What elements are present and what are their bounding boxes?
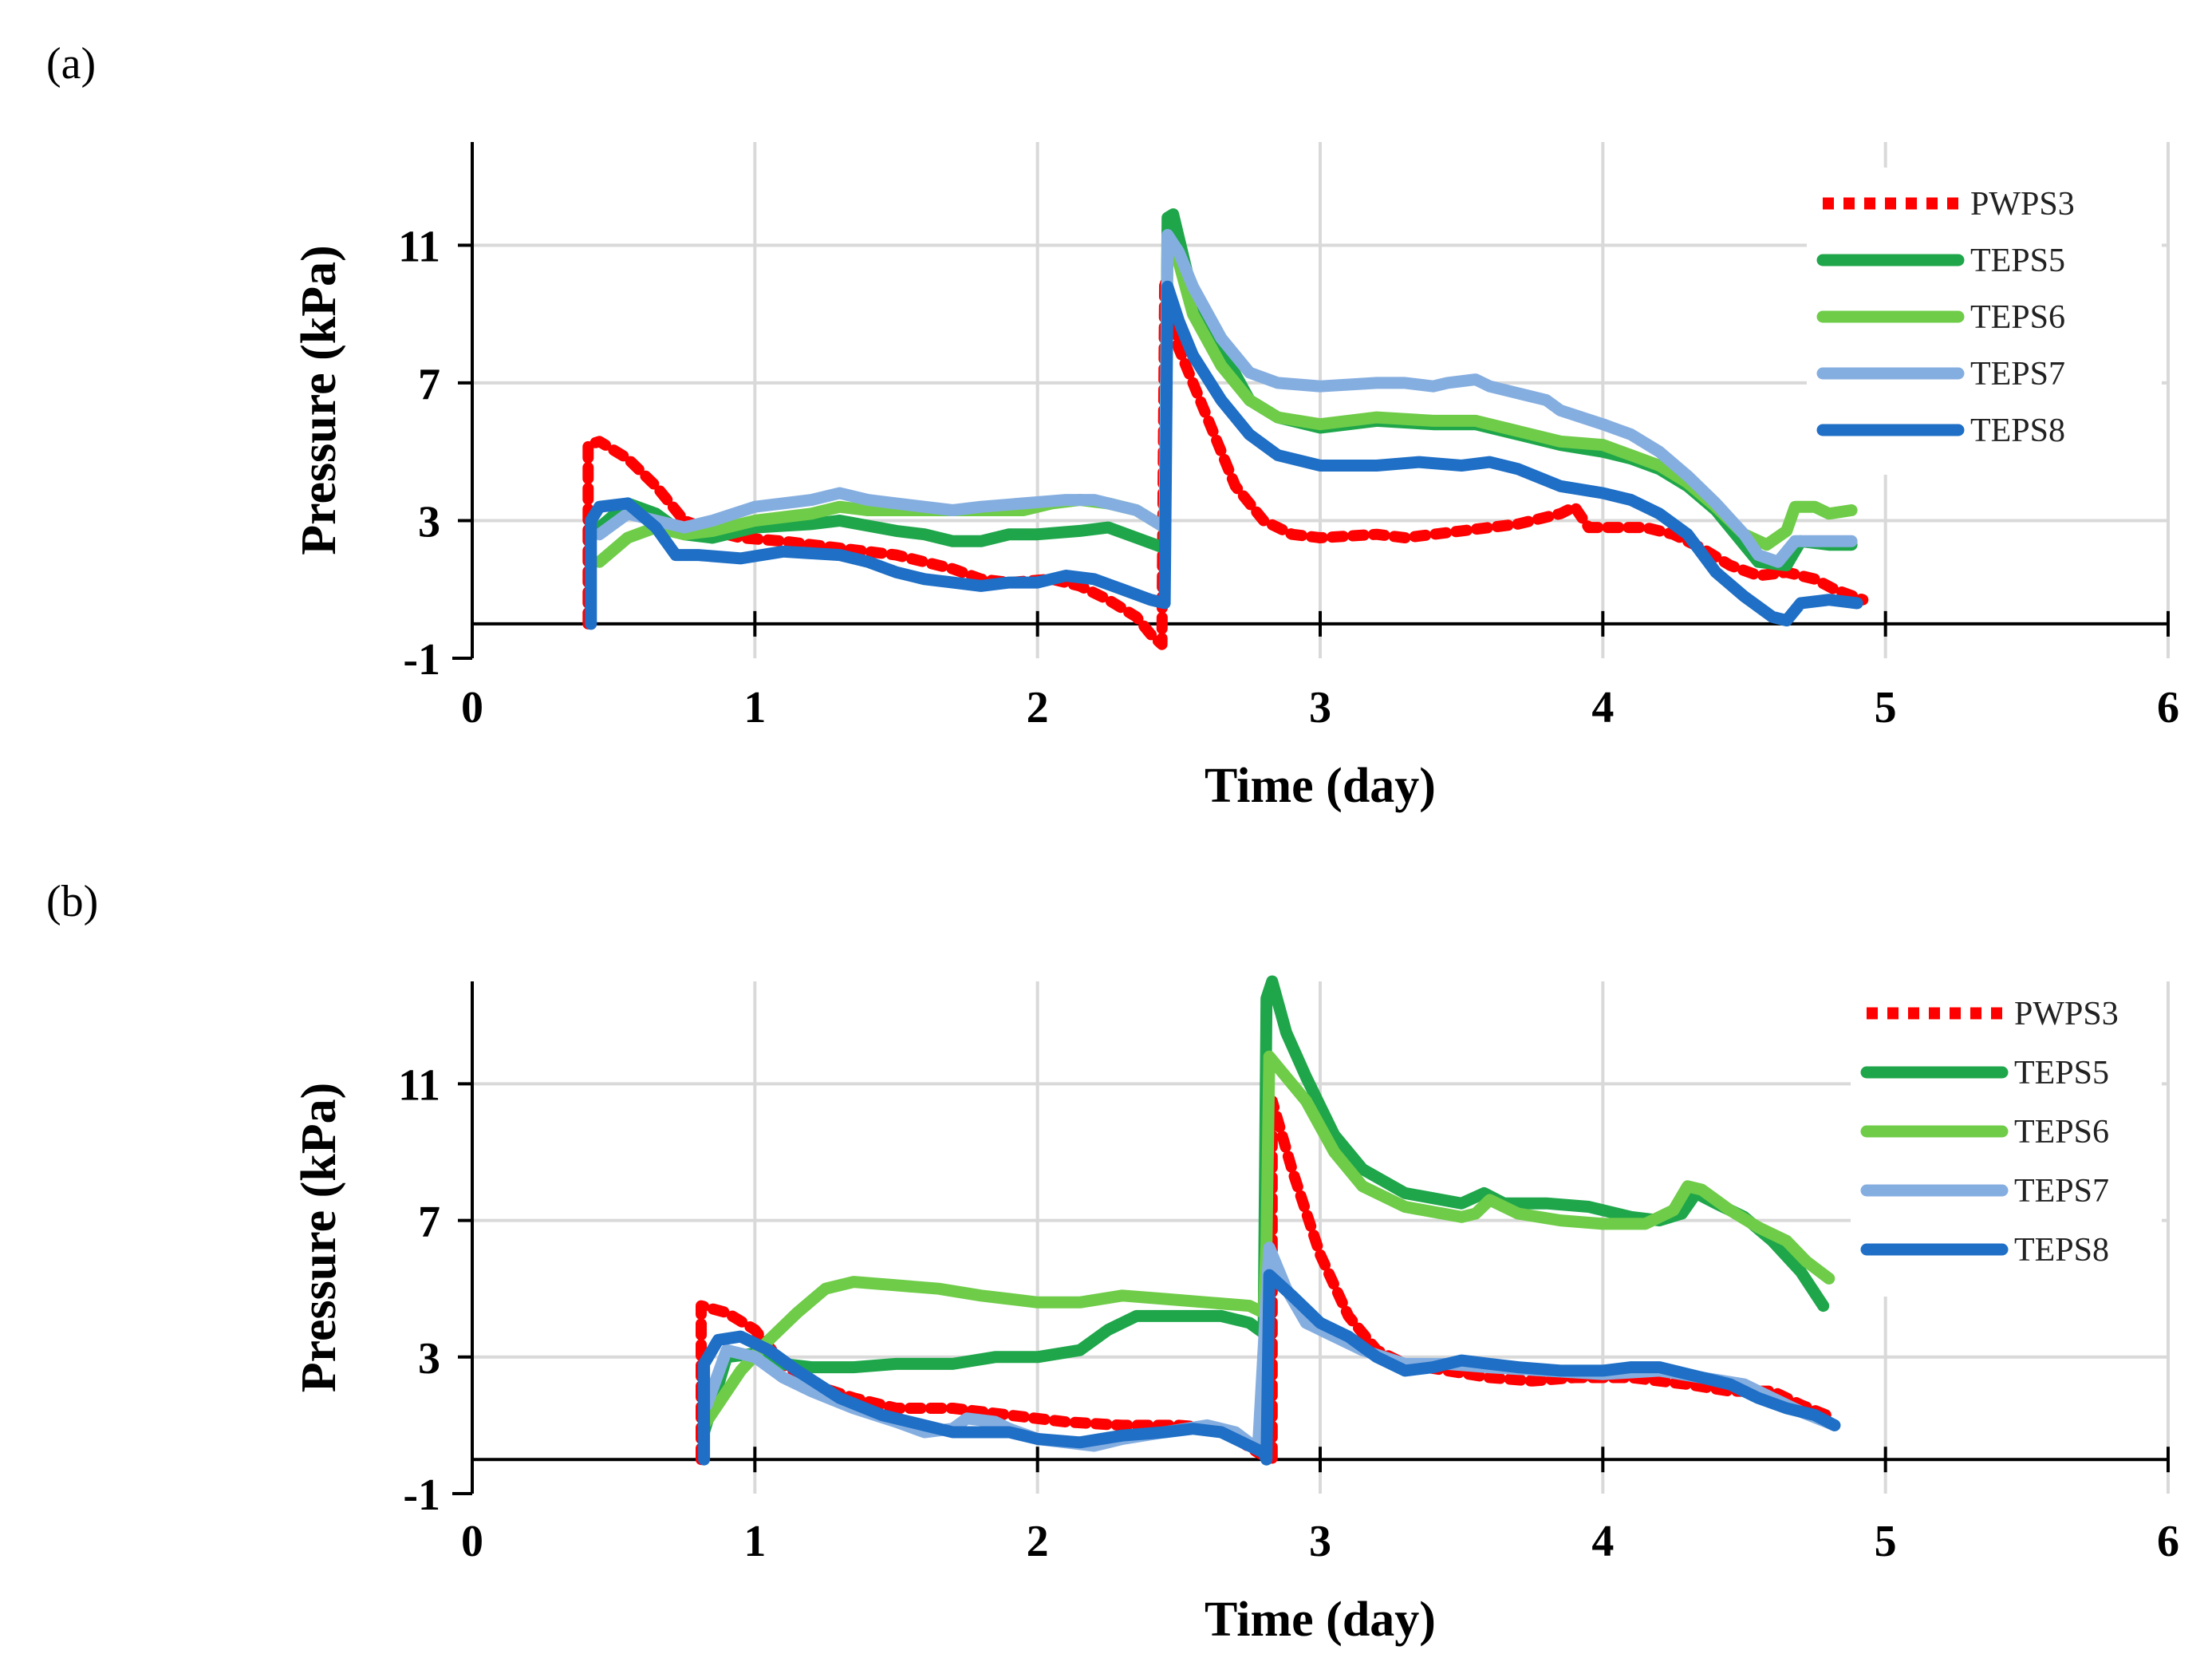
- y-tick-label: 11: [398, 1060, 440, 1110]
- y-tick-label: -1: [403, 635, 440, 685]
- y-tick-label: 11: [398, 222, 440, 271]
- legend-label: TEPS6: [1970, 299, 2065, 336]
- x-tick-label: 4: [1591, 683, 1614, 732]
- panel-label: (a): [46, 39, 96, 89]
- x-tick-label: 6: [2157, 1517, 2179, 1566]
- x-axis-title: Time (day): [1205, 1593, 1436, 1647]
- y-tick-label: -1: [403, 1470, 440, 1520]
- legend-label: PWPS3: [2014, 996, 2119, 1032]
- y-tick-label: 7: [418, 360, 440, 409]
- legend-label: TEPS8: [2014, 1232, 2109, 1269]
- x-axis-title: Time (day): [1205, 759, 1436, 813]
- x-tick-label: 5: [1875, 683, 1897, 732]
- x-tick-label: 2: [1027, 1517, 1049, 1566]
- x-tick-label: 2: [1027, 683, 1049, 732]
- x-tick-label: 0: [461, 1517, 483, 1566]
- figure: (a) 0 1 2 3 4 5 6 -1 3 7 11 Time (day) Pressure (kPa)…: [0, 0, 2212, 1654]
- y-axis-title: Pressure (kPa): [292, 245, 346, 555]
- y-axis-title: Pressure (kPa): [292, 1083, 346, 1393]
- chart-panel-a: (a) 0 1 2 3 4 5 6 -1 3 7 11 Time (day) Pressure (kPa)…: [46, 39, 2179, 813]
- legend-label: TEPS8: [1970, 413, 2065, 449]
- y-tick-label: 3: [418, 1334, 440, 1384]
- x-tick-label: 4: [1591, 1517, 1614, 1566]
- x-tick-label: 1: [743, 1517, 766, 1566]
- legend-label: TEPS6: [2014, 1114, 2109, 1151]
- y-tick-label: 3: [418, 497, 440, 547]
- x-tick-label: 5: [1875, 1517, 1897, 1566]
- legend-label: TEPS7: [1970, 356, 2065, 393]
- panel-label: (b): [46, 877, 98, 926]
- x-tick-label: 1: [743, 683, 766, 732]
- x-tick-label: 3: [1309, 683, 1331, 732]
- x-tick-label: 6: [2157, 683, 2179, 732]
- chart-panel-b: (b) 0 1 2 3 4 5 6 -1 3 7 11 Time (day) Pressure (kPa)…: [46, 877, 2179, 1647]
- x-tick-label: 0: [461, 683, 483, 732]
- legend-label: PWPS3: [1970, 186, 2075, 223]
- legend-label: TEPS5: [2014, 1055, 2109, 1091]
- x-tick-label: 3: [1309, 1517, 1331, 1566]
- legend-label: TEPS5: [1970, 243, 2065, 279]
- y-tick-label: 7: [418, 1198, 440, 1247]
- legend-label: TEPS7: [2014, 1173, 2109, 1210]
